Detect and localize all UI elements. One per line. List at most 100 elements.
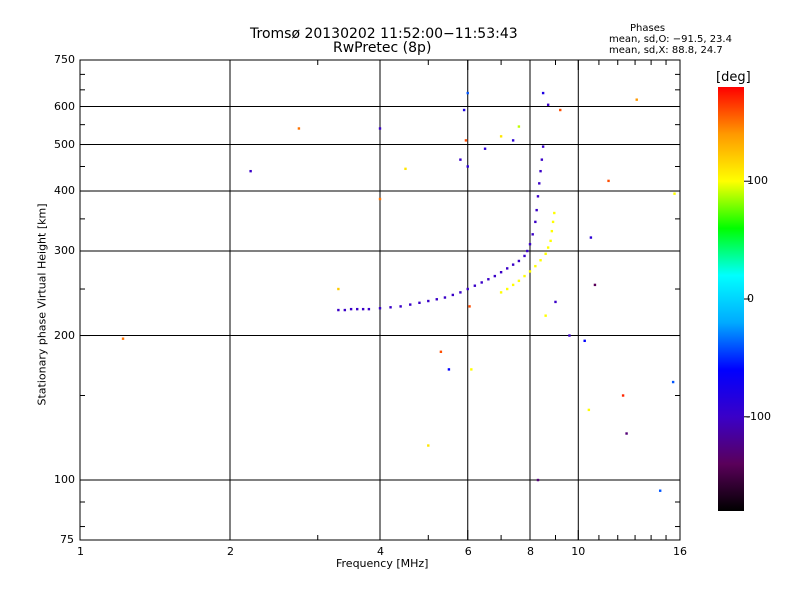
y-tick-label: 750: [54, 53, 75, 66]
data-point: [511, 283, 515, 287]
y-tick-label: 600: [54, 99, 75, 113]
data-point: [540, 158, 544, 161]
data-point: [511, 263, 515, 266]
data-point: [658, 489, 662, 492]
data-point: [511, 139, 515, 142]
chart-title: Tromsø 20130202 11:52:00−11:53:43: [250, 26, 518, 42]
data-point: [493, 274, 497, 278]
colorbar: [718, 87, 744, 511]
data-point: [439, 350, 443, 353]
data-point: [427, 299, 430, 303]
data-point: [404, 167, 407, 171]
data-point: [337, 287, 340, 291]
y-axis-label: Stationary phase Virtual Height [km]: [35, 203, 49, 406]
data-point: [466, 91, 469, 95]
y-tick-label: 200: [54, 328, 75, 342]
data-point: [534, 220, 537, 224]
data-point: [418, 301, 421, 305]
data-point: [583, 339, 586, 343]
grid-lines: [80, 60, 680, 540]
y-tick-label: 300: [54, 244, 75, 257]
data-point: [249, 169, 252, 173]
y-tick-label: 75: [60, 533, 74, 546]
axis-ticks: [79, 59, 681, 541]
data-point: [389, 306, 392, 309]
data-point: [435, 298, 438, 301]
colorbar-tick-label: 100: [747, 174, 768, 188]
data-point: [121, 337, 125, 340]
phases-x-stats: mean, sd,X: 88.8, 24.7: [609, 45, 723, 56]
colorbar-tick-label: -100: [746, 409, 771, 423]
data-point: [466, 287, 469, 291]
y-tick-label: 100: [54, 473, 75, 487]
x-tick-label: 10: [571, 545, 586, 558]
x-tick-label: 2: [227, 545, 234, 558]
data-point: [673, 192, 676, 195]
data-point: [378, 197, 382, 201]
data-point: [553, 211, 556, 215]
x-tick-label: 4: [377, 545, 384, 558]
data-point: [625, 432, 628, 435]
data-point: [635, 98, 638, 101]
x-tick-label: 6: [464, 545, 472, 558]
data-point: [367, 307, 371, 311]
x-tick-label: 8: [527, 545, 534, 558]
data-point: [459, 158, 462, 161]
data-point: [535, 208, 538, 212]
data-point: [517, 259, 521, 263]
data-point: [447, 368, 451, 371]
data-point: [462, 108, 466, 112]
phases-header: Phases: [630, 23, 666, 34]
data-point: [539, 169, 542, 173]
data-point: [409, 303, 412, 306]
data-point: [621, 394, 625, 397]
data-point: [466, 165, 469, 168]
data-point: [536, 478, 540, 482]
data-point: [517, 279, 521, 283]
chart-subtitle: RwPretec (8p): [333, 40, 432, 56]
data-point: [523, 274, 526, 278]
data-point: [443, 296, 447, 299]
data-points: [121, 91, 676, 492]
data-point: [427, 444, 430, 447]
data-point: [464, 139, 468, 142]
data-point: [399, 305, 402, 308]
phases-o-stats: mean, sd,O: −91.5, 23.4: [609, 34, 732, 45]
data-point: [528, 242, 532, 246]
data-point: [541, 145, 545, 148]
data-point: [480, 281, 483, 284]
data-point: [505, 287, 509, 291]
data-point: [499, 291, 503, 294]
data-point: [499, 135, 503, 138]
data-point: [546, 246, 550, 249]
data-point: [544, 252, 547, 256]
data-point: [355, 307, 359, 311]
data-point: [534, 264, 537, 268]
data-point: [587, 408, 591, 412]
data-point: [546, 103, 550, 106]
data-point: [589, 236, 593, 239]
colorbar-label: [deg]: [716, 70, 751, 85]
y-tick-label: 400: [54, 184, 75, 198]
data-point: [483, 147, 487, 150]
colorbar-tick-label: 0: [747, 292, 754, 305]
data-point: [468, 305, 471, 308]
data-point: [505, 267, 509, 270]
data-point: [517, 125, 521, 128]
data-point: [378, 127, 382, 130]
data-point: [378, 307, 382, 310]
x-axis-label: Frequency [MHz]: [336, 557, 429, 570]
data-point: [551, 220, 555, 224]
data-point: [451, 293, 455, 297]
data-point: [607, 179, 610, 183]
data-point: [568, 334, 571, 337]
data-point: [459, 291, 462, 294]
data-point: [528, 270, 532, 273]
data-point: [554, 300, 557, 304]
data-point: [539, 259, 542, 262]
data-point: [538, 182, 541, 185]
colorbar-ticks: [744, 180, 750, 418]
data-point: [671, 380, 675, 384]
data-point: [473, 284, 477, 287]
